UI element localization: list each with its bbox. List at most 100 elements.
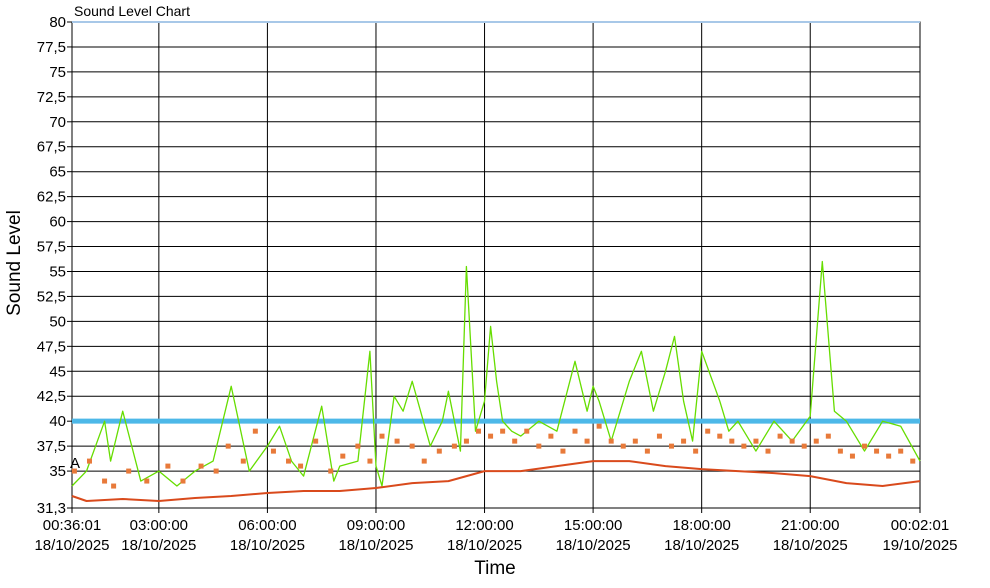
- series-marker: [286, 459, 291, 464]
- series-marker: [790, 439, 795, 444]
- y-tick-label: 77,5: [37, 39, 66, 56]
- series-marker: [814, 439, 819, 444]
- x-tick-time-label: 09:00:00: [347, 517, 405, 534]
- series-marker: [633, 439, 638, 444]
- x-tick-date-label: 18/10/2025: [230, 537, 305, 554]
- series-marker: [802, 444, 807, 449]
- series-marker: [422, 459, 427, 464]
- x-tick-time-label: 00:02:01: [891, 517, 949, 534]
- y-tick-label: 37,5: [37, 438, 66, 455]
- series-marker: [111, 484, 116, 489]
- series-marker: [500, 429, 505, 434]
- series-marker: [87, 459, 92, 464]
- x-tick-date-label: 18/10/2025: [338, 537, 413, 554]
- x-tick-date-label: 18/10/2025: [664, 537, 739, 554]
- y-tick-label: 70: [49, 114, 66, 131]
- series-marker: [753, 439, 758, 444]
- series-marker: [298, 464, 303, 469]
- series-marker: [657, 434, 662, 439]
- series-marker: [778, 434, 783, 439]
- y-tick-label: 72,5: [37, 89, 66, 106]
- x-tick-time-label: 21:00:00: [781, 517, 839, 534]
- x-tick-time-label: 12:00:00: [455, 517, 513, 534]
- y-tick-label: 62,5: [37, 189, 66, 206]
- x-tick-date-label: 18/10/2025: [34, 537, 109, 554]
- y-tick-label: 40: [49, 413, 66, 430]
- series-marker: [838, 449, 843, 454]
- series-marker: [199, 464, 204, 469]
- y-tick-label: 60: [49, 214, 66, 231]
- series-marker: [826, 434, 831, 439]
- series-marker: [165, 464, 170, 469]
- series-marker: [536, 444, 541, 449]
- series-marker: [271, 449, 276, 454]
- series-marker: [512, 439, 517, 444]
- series-marker: [452, 444, 457, 449]
- y-tick-label: 75: [49, 64, 66, 81]
- series-marker: [126, 469, 131, 474]
- series-marker: [645, 449, 650, 454]
- x-tick-time-label: 00:36:01: [43, 517, 101, 534]
- x-tick-time-label: 18:00:00: [672, 517, 730, 534]
- series-marker: [705, 429, 710, 434]
- x-axis-title: Time: [474, 558, 516, 579]
- series-marker: [669, 444, 674, 449]
- series-marker: [548, 434, 553, 439]
- series-marker: [729, 439, 734, 444]
- series-marker: [253, 429, 258, 434]
- plot-area: [72, 22, 920, 508]
- y-axis-title: Sound Level: [4, 210, 25, 316]
- series-marker: [766, 449, 771, 454]
- y-tick-label: 67,5: [37, 139, 66, 156]
- series-marker: [717, 434, 722, 439]
- series-marker: [476, 429, 481, 434]
- series-marker: [180, 479, 185, 484]
- series-marker: [102, 479, 107, 484]
- series-marker: [395, 439, 400, 444]
- series-marker: [874, 449, 879, 454]
- y-tick-label: 55: [49, 263, 66, 280]
- series-marker: [524, 429, 529, 434]
- series-marker: [410, 444, 415, 449]
- series-marker: [898, 449, 903, 454]
- series-marker: [862, 444, 867, 449]
- series-marker: [573, 429, 578, 434]
- series-marker: [313, 439, 318, 444]
- y-tick-label: 57,5: [37, 239, 66, 256]
- series-marker: [585, 439, 590, 444]
- series-marker: [741, 444, 746, 449]
- x-tick-time-label: 15:00:00: [564, 517, 622, 534]
- x-tick-date-label: 18/10/2025: [447, 537, 522, 554]
- y-tick-label: 35: [49, 463, 66, 480]
- y-tick-label: 80: [49, 14, 66, 31]
- y-tick-label: 65: [49, 164, 66, 181]
- series-marker: [488, 434, 493, 439]
- chart-title: Sound Level Chart: [74, 3, 190, 19]
- series-marker: [144, 479, 149, 484]
- y-tick-label: 42,5: [37, 388, 66, 405]
- series-marker: [609, 439, 614, 444]
- y-tick-label: 50: [49, 313, 66, 330]
- series-marker: [910, 459, 915, 464]
- x-tick-time-label: 06:00:00: [238, 517, 296, 534]
- x-tick-date-label: 18/10/2025: [556, 537, 631, 554]
- y-tick-label: 45: [49, 363, 66, 380]
- series-marker: [367, 459, 372, 464]
- y-tick-label: 31,3: [37, 500, 66, 517]
- series-marker: [241, 459, 246, 464]
- series-marker: [380, 434, 385, 439]
- series-marker: [681, 439, 686, 444]
- x-tick-date-label: 19/10/2025: [882, 537, 957, 554]
- series-marker: [340, 454, 345, 459]
- series-marker: [693, 449, 698, 454]
- series-marker: [226, 444, 231, 449]
- series-marker: [464, 439, 469, 444]
- series-marker: [886, 454, 891, 459]
- x-tick-time-label: 03:00:00: [130, 517, 188, 534]
- series-marker: [437, 449, 442, 454]
- plot-grid: [72, 22, 920, 508]
- x-axis-ticks: 00:36:01 18/10/2025 03:00:00 18/10/2025 06:0…: [34, 508, 957, 554]
- series-marker: [560, 449, 565, 454]
- series-marker: [597, 424, 602, 429]
